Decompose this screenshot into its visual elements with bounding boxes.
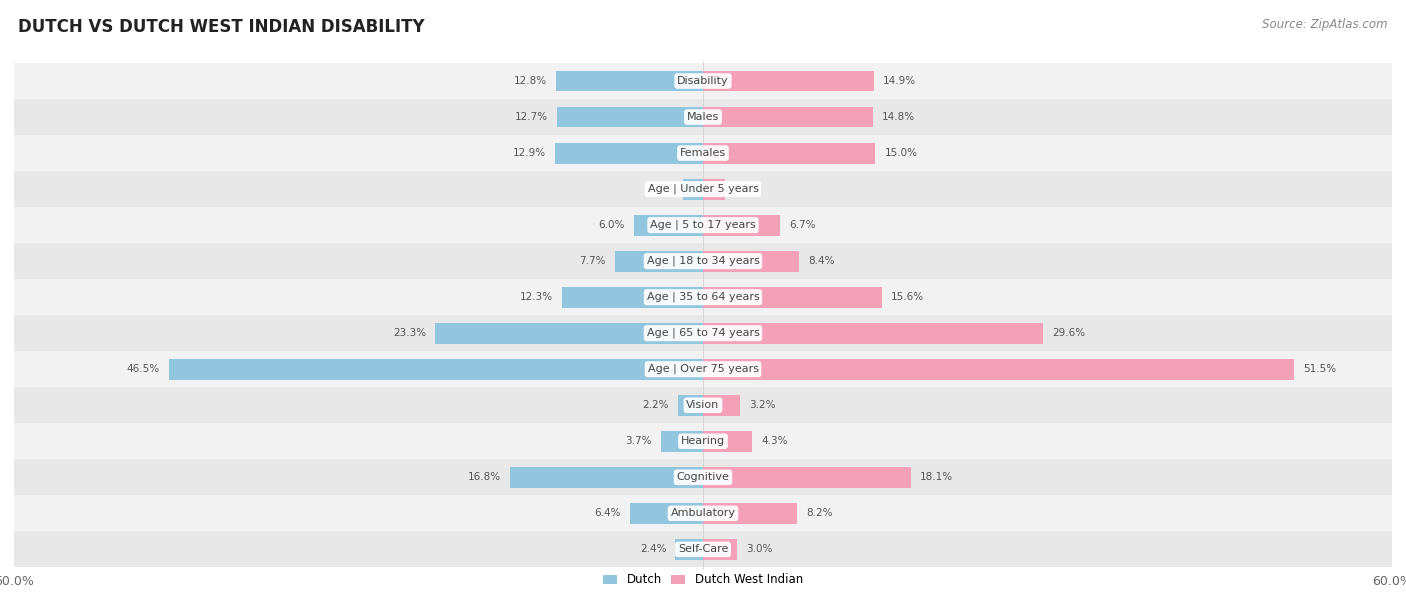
Bar xyxy=(703,467,911,488)
Text: 12.3%: 12.3% xyxy=(519,292,553,302)
Bar xyxy=(14,135,1392,171)
Bar xyxy=(14,531,1392,567)
Text: Age | 65 to 74 years: Age | 65 to 74 years xyxy=(647,328,759,338)
Text: 1.9%: 1.9% xyxy=(734,184,761,194)
Text: 3.7%: 3.7% xyxy=(624,436,651,446)
Bar xyxy=(703,323,1043,344)
Bar xyxy=(14,99,1392,135)
Text: 2.4%: 2.4% xyxy=(640,544,666,554)
Text: 4.3%: 4.3% xyxy=(762,436,787,446)
Bar xyxy=(14,279,1392,315)
Bar xyxy=(436,323,703,344)
Bar xyxy=(555,143,703,163)
Text: Age | Over 75 years: Age | Over 75 years xyxy=(648,364,758,375)
Text: 16.8%: 16.8% xyxy=(468,472,501,482)
Bar xyxy=(14,63,1392,99)
Text: 15.0%: 15.0% xyxy=(884,148,918,158)
Text: 6.4%: 6.4% xyxy=(593,509,620,518)
Text: 8.2%: 8.2% xyxy=(807,509,832,518)
Bar xyxy=(661,431,703,452)
Text: 6.0%: 6.0% xyxy=(599,220,624,230)
Text: Age | 5 to 17 years: Age | 5 to 17 years xyxy=(650,220,756,230)
Bar xyxy=(703,539,738,560)
Bar xyxy=(703,251,800,272)
Text: Females: Females xyxy=(681,148,725,158)
Text: 12.9%: 12.9% xyxy=(513,148,546,158)
Text: 8.4%: 8.4% xyxy=(808,256,835,266)
Text: Cognitive: Cognitive xyxy=(676,472,730,482)
Bar xyxy=(703,503,797,524)
Bar xyxy=(14,459,1392,495)
Bar xyxy=(683,179,703,200)
Bar xyxy=(703,179,725,200)
Text: 14.8%: 14.8% xyxy=(882,112,915,122)
Bar xyxy=(555,70,703,91)
Bar xyxy=(703,70,875,91)
Text: 14.9%: 14.9% xyxy=(883,76,917,86)
Text: 51.5%: 51.5% xyxy=(1303,364,1337,374)
Text: Males: Males xyxy=(688,112,718,122)
Bar xyxy=(14,495,1392,531)
Bar xyxy=(510,467,703,488)
Text: 46.5%: 46.5% xyxy=(127,364,160,374)
Text: Self-Care: Self-Care xyxy=(678,544,728,554)
Bar xyxy=(14,315,1392,351)
Bar xyxy=(169,359,703,379)
Bar xyxy=(703,359,1295,379)
Bar xyxy=(703,286,882,308)
Text: Vision: Vision xyxy=(686,400,720,410)
Bar xyxy=(703,215,780,236)
Bar xyxy=(14,243,1392,279)
Text: 29.6%: 29.6% xyxy=(1052,328,1085,338)
Text: 15.6%: 15.6% xyxy=(891,292,924,302)
Text: 18.1%: 18.1% xyxy=(920,472,953,482)
Bar xyxy=(14,171,1392,207)
Text: Age | 35 to 64 years: Age | 35 to 64 years xyxy=(647,292,759,302)
Text: 2.2%: 2.2% xyxy=(643,400,669,410)
Text: 23.3%: 23.3% xyxy=(394,328,426,338)
Text: Source: ZipAtlas.com: Source: ZipAtlas.com xyxy=(1263,18,1388,31)
Legend: Dutch, Dutch West Indian: Dutch, Dutch West Indian xyxy=(598,569,808,591)
Text: Age | Under 5 years: Age | Under 5 years xyxy=(648,184,758,195)
Bar xyxy=(703,106,873,127)
Bar xyxy=(634,215,703,236)
Bar xyxy=(14,351,1392,387)
Text: Age | 18 to 34 years: Age | 18 to 34 years xyxy=(647,256,759,266)
Text: 3.2%: 3.2% xyxy=(749,400,776,410)
Bar xyxy=(675,539,703,560)
Text: Hearing: Hearing xyxy=(681,436,725,446)
Text: 12.7%: 12.7% xyxy=(515,112,548,122)
Text: 1.7%: 1.7% xyxy=(648,184,675,194)
Bar xyxy=(562,286,703,308)
Text: 12.8%: 12.8% xyxy=(513,76,547,86)
Text: 3.0%: 3.0% xyxy=(747,544,773,554)
Bar xyxy=(557,106,703,127)
Text: DUTCH VS DUTCH WEST INDIAN DISABILITY: DUTCH VS DUTCH WEST INDIAN DISABILITY xyxy=(18,18,425,36)
Bar xyxy=(703,431,752,452)
Bar xyxy=(630,503,703,524)
Bar xyxy=(614,251,703,272)
Bar xyxy=(703,143,875,163)
Bar xyxy=(14,424,1392,459)
Text: 6.7%: 6.7% xyxy=(789,220,815,230)
Text: Disability: Disability xyxy=(678,76,728,86)
Text: 7.7%: 7.7% xyxy=(579,256,606,266)
Text: Ambulatory: Ambulatory xyxy=(671,509,735,518)
Bar xyxy=(14,207,1392,243)
Bar xyxy=(14,387,1392,424)
Bar xyxy=(703,395,740,416)
Bar xyxy=(678,395,703,416)
